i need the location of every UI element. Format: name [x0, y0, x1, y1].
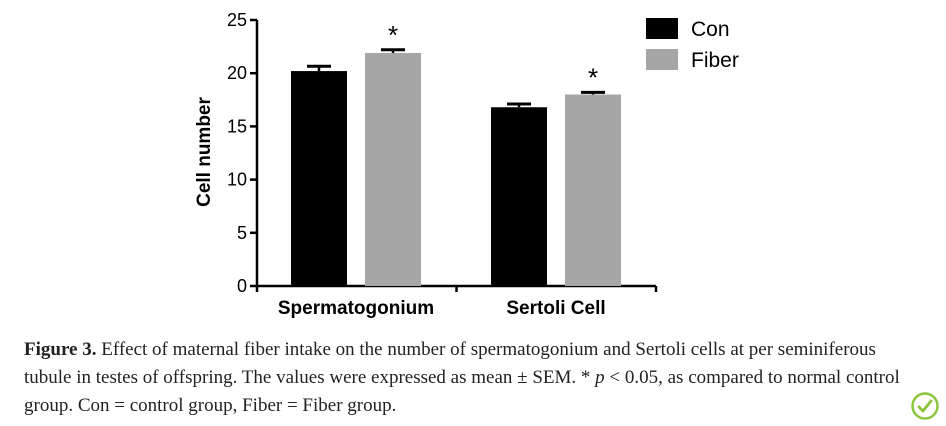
y-tick-label: 5: [237, 223, 247, 243]
y-tick-label: 25: [227, 10, 247, 30]
y-tick-label: 20: [227, 63, 247, 83]
check-update-icon[interactable]: [911, 392, 939, 420]
legend-label: Con: [691, 18, 730, 41]
x-axis: Spermatogonium Sertoli Cell: [255, 284, 658, 319]
y-axis-label: Cell number: [194, 97, 215, 207]
legend-label: Fiber: [691, 49, 739, 72]
bars: **: [291, 20, 621, 287]
caption-label: Figure 3.: [24, 339, 97, 360]
bar: [365, 52, 421, 286]
legend-swatch: [646, 18, 678, 39]
caption-text-1: Effect of maternal fiber intake on the n…: [24, 339, 876, 388]
legend-swatch: [646, 49, 678, 70]
x-tick-label: Sertoli Cell: [506, 298, 605, 319]
bar: [565, 94, 621, 286]
bar: [491, 107, 547, 286]
significance-marker: *: [388, 20, 398, 50]
significance-marker: *: [588, 62, 598, 92]
figure-caption: Figure 3. Effect of maternal fiber intak…: [24, 336, 924, 420]
legend: Con Fiber: [646, 18, 739, 72]
y-tick-label: 15: [227, 116, 247, 136]
caption-p-symbol: p: [595, 367, 605, 388]
bar: [291, 71, 347, 287]
y-tick-label: 10: [227, 170, 247, 190]
y-tick-label: 0: [237, 276, 247, 296]
y-axis: 0 5 10 15 20 25: [227, 10, 259, 296]
bar-chart: Cell number 0 5 10 15 20 25 Spermatogonium Ser…: [194, 10, 739, 319]
caption-text-2: < 0.05, as compared to normal control gr…: [24, 367, 900, 416]
x-tick-label: Spermatogonium: [278, 298, 434, 319]
